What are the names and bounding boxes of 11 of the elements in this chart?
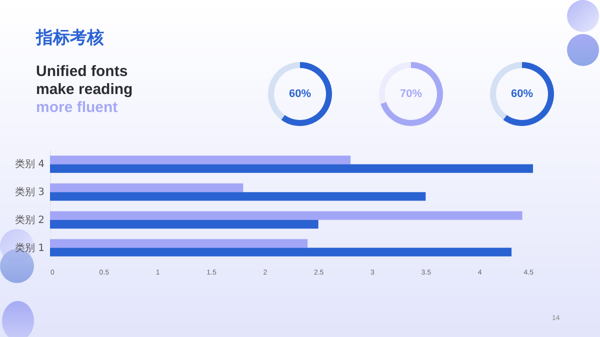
y-tick-label: 类别 1 bbox=[14, 242, 44, 254]
y-tick-label: 类别 4 bbox=[14, 158, 44, 170]
text: Unified fonts bbox=[36, 63, 129, 81]
text: 60% bbox=[510, 88, 534, 100]
text: 指标考核 bbox=[36, 27, 105, 49]
y-tick-label: 类别 2 bbox=[14, 214, 44, 226]
text: 70% bbox=[400, 88, 422, 100]
text: 60% bbox=[288, 88, 312, 100]
y-tick-label: 类别 3 bbox=[14, 186, 44, 198]
text: make reading bbox=[36, 81, 133, 99]
text: more fluent bbox=[36, 99, 119, 117]
